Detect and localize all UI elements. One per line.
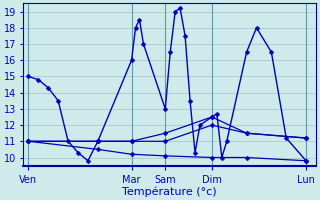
- X-axis label: Température (°c): Température (°c): [123, 186, 217, 197]
